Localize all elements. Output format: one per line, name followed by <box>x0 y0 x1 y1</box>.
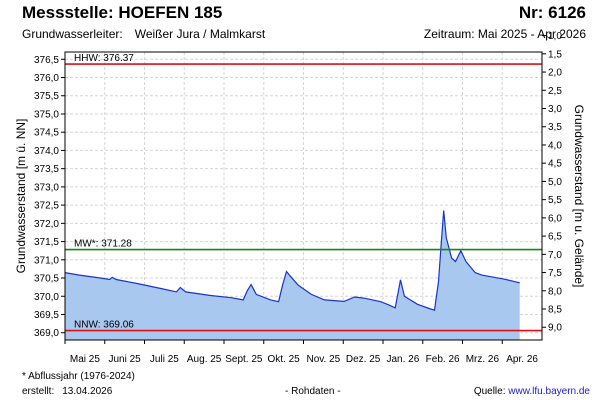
station-title: Messstelle: HOEFEN 185 <box>22 3 223 22</box>
y-tick-label: 372,5 <box>34 201 59 212</box>
y-tick-label: 370,5 <box>34 274 59 285</box>
series-area-fill <box>65 210 520 340</box>
y-tick-label: 372,0 <box>34 219 59 230</box>
y-right-tick-label: 4,0 <box>548 140 562 151</box>
period-label: Zeitraum: Mai 2025 - Apr 2026 <box>423 27 586 41</box>
x-tick-label: Juni 25 <box>109 354 142 365</box>
y-right-tick-label: 2,5 <box>548 86 562 97</box>
y-tick-label: 374,0 <box>34 146 59 157</box>
aquifer-row: Grundwasserleiter: Weißer Jura / Malmkars… <box>22 27 265 41</box>
y-right-tick-label: 7,5 <box>548 268 562 279</box>
raw-data-note: - Rohdaten - <box>285 386 341 397</box>
y-right-tick-label: 6,5 <box>548 232 562 243</box>
y-axis-right-title: Grundwasserstand [m u. Gelände] <box>572 105 586 288</box>
y-right-tick-label: 1,0 <box>548 31 562 42</box>
created-date: 13.04.2026 <box>62 386 113 397</box>
y-tick-label: 369,5 <box>34 310 59 321</box>
y-axis-left: 369,0 369,5 370,0 370,5 371,0 371,5 372,0 372,5… <box>34 55 65 339</box>
y-tick-label: 373,5 <box>34 164 59 175</box>
x-tick-label: Apr. 26 <box>506 354 538 365</box>
aquifer-name: Weißer Jura / Malmkarst <box>134 27 266 41</box>
y-tick-label: 373,0 <box>34 182 59 193</box>
x-tick-label: Aug. 25 <box>187 354 222 365</box>
y-tick-label: 375,5 <box>34 91 59 102</box>
x-tick-label: Jan. 26 <box>386 354 419 365</box>
y-right-tick-label: 3,0 <box>548 104 562 115</box>
x-tick-label: Feb. 26 <box>426 354 460 365</box>
y-tick-label: 371,5 <box>34 237 59 248</box>
x-axis: Mai 25 Juni 25 Juli 25 Aug. 25 Sept. 25 Okt. … <box>64 340 538 365</box>
y-right-tick-label: 6,0 <box>548 213 562 224</box>
y-right-tick-label: 5,0 <box>548 177 562 188</box>
source-prefix: Quelle: <box>473 386 506 397</box>
reference-label: HHW: 376.37 <box>74 53 134 64</box>
footnote: * Abflussjahr (1976-2024) <box>22 371 135 382</box>
y-right-tick-label: 8,5 <box>548 305 562 316</box>
series-line <box>64 210 520 311</box>
y-right-tick-label: 2,0 <box>548 68 562 79</box>
y-right-tick-label: 3,5 <box>548 122 562 133</box>
data-area <box>64 210 520 340</box>
x-tick-label: Dez. 25 <box>346 354 381 365</box>
x-tick-label: Sept. 25 <box>225 354 263 365</box>
aquifer-prefix: Grundwasserleiter: <box>22 27 123 41</box>
station-number: Nr: 6126 <box>518 3 586 22</box>
created-row: erstellt: 13.04.2026 <box>22 386 112 397</box>
y-tick-label: 371,0 <box>34 255 59 266</box>
created-prefix: erstellt: <box>22 386 55 397</box>
x-tick-label: Okt. 25 <box>268 354 301 365</box>
source-link[interactable]: www.lfu.bayern.de <box>508 386 590 397</box>
y-right-tick-label: 9,0 <box>548 323 562 334</box>
x-tick-label: Mai 25 <box>70 354 100 365</box>
y-tick-label: 376,5 <box>34 55 59 66</box>
source: Quelle: www.lfu.bayern.de <box>474 386 590 397</box>
reference-label: MW*: 371.28 <box>74 239 132 250</box>
y-axis-left-title: Grundwasserstand [m ü. NN] <box>14 119 28 274</box>
reference-label: NNW: 369.06 <box>74 320 134 331</box>
y-tick-label: 376,0 <box>34 73 59 84</box>
y-right-tick-label: 4,5 <box>548 159 562 170</box>
x-tick-label: Juli 25 <box>150 354 179 365</box>
y-tick-label: 374,5 <box>34 128 59 139</box>
x-tick-label: Nov. 25 <box>307 354 341 365</box>
y-right-tick-label: 7,0 <box>548 250 562 261</box>
y-axis-right: 1,0 1,5 2,0 2,5 3,0 3,5 4,0 4,5 5,0 5,5 6,0 6,5 7,0 7… <box>542 31 562 334</box>
y-tick-label: 370,0 <box>34 292 59 303</box>
y-right-tick-label: 1,5 <box>548 49 562 60</box>
y-right-tick-label: 8,0 <box>548 286 562 297</box>
y-tick-label: 375,0 <box>34 109 59 120</box>
x-tick-label: Mrz. 26 <box>466 354 500 365</box>
reference-lines: HHW: 376.37 MW*: 371.28 NNW: 369.06 <box>65 53 542 332</box>
y-tick-label: 369,0 <box>34 328 59 339</box>
y-right-tick-label: 5,5 <box>548 195 562 206</box>
